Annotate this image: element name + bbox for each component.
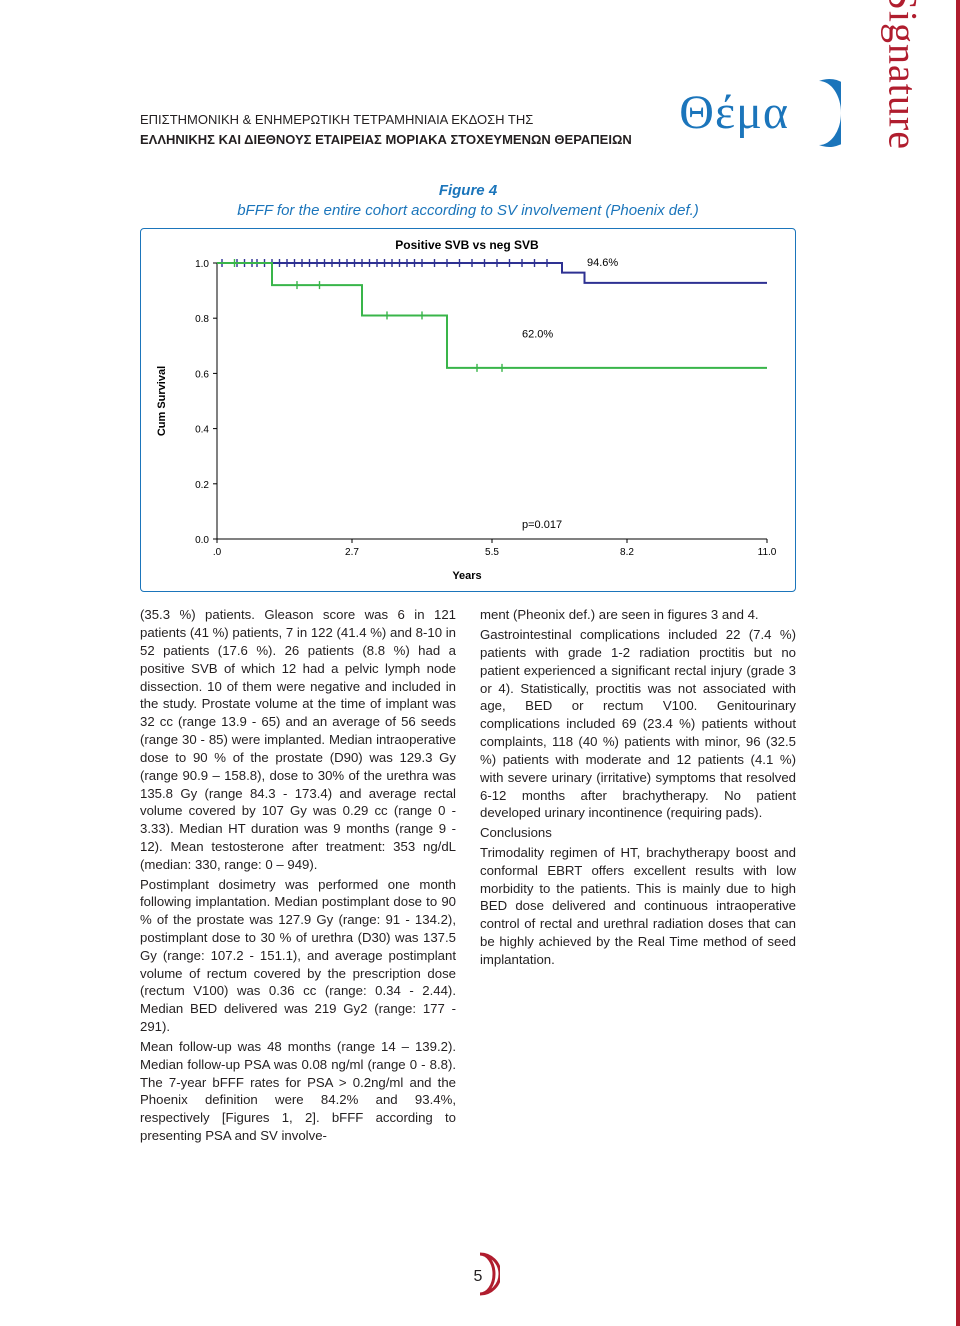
- svg-text:0.4: 0.4: [195, 424, 209, 435]
- svg-text:2.7: 2.7: [345, 547, 359, 558]
- page-number-text: 5: [474, 1268, 483, 1285]
- content-area: ΕΠΙΣΤΗΜΟΝΙΚΗ & ΕΝΗΜΕΡΩΤΙΚΗ ΤΕΤΡΑΜΗΝΙΑΙΑ …: [0, 0, 860, 1219]
- page: ΕΠΙΣΤΗΜΟΝΙΚΗ & ΕΝΗΜΕΡΩΤΙΚΗ ΤΕΤΡΑΜΗΝΙΑΙΑ …: [0, 0, 960, 1326]
- body-column-left: (35.3 %) patients. Gleason score was 6 i…: [140, 606, 456, 1146]
- figure-caption-title: Figure 4: [439, 182, 497, 199]
- crescent-icon: [793, 78, 841, 148]
- page-number: 5: [456, 1252, 500, 1296]
- body-columns: (35.3 %) patients. Gleason score was 6 i…: [140, 606, 796, 1146]
- svg-text:p=0.017: p=0.017: [522, 518, 562, 530]
- section-tag: Θέμα: [679, 78, 841, 148]
- body-column-right: ment (Pheonix def.) are seen in figures …: [480, 606, 796, 1146]
- figure-box: Positive SVB vs neg SVB 0.0 0.2 0.4 0.6 0.8 1.…: [140, 228, 796, 593]
- svg-text:11.0: 11.0: [758, 547, 777, 558]
- svg-text:Cum Survival: Cum Survival: [156, 365, 168, 435]
- side-brand-label: Molecular Signature: [876, 0, 930, 150]
- svg-text:62.0%: 62.0%: [522, 328, 553, 340]
- figure-caption: Figure 4 bFFF for the entire cohort acco…: [140, 181, 796, 222]
- svg-text:8.2: 8.2: [620, 547, 634, 558]
- svg-text:0.6: 0.6: [195, 369, 209, 380]
- svg-text:1.0: 1.0: [195, 259, 209, 270]
- section-tag-label: Θέμα: [679, 81, 789, 146]
- svg-text:0.8: 0.8: [195, 314, 209, 325]
- svg-text:0.0: 0.0: [195, 535, 209, 546]
- svg-text:.0: .0: [213, 547, 222, 558]
- figure-caption-sub: bFFF for the entire cohort according to …: [237, 202, 699, 219]
- svg-text:0.2: 0.2: [195, 479, 209, 490]
- svg-text:Years: Years: [452, 570, 481, 582]
- svg-text:Positive SVB vs neg SVB: Positive SVB vs neg SVB: [395, 238, 539, 252]
- survival-chart: Positive SVB vs neg SVB 0.0 0.2 0.4 0.6 0.8 1.…: [147, 235, 787, 585]
- svg-text:5.5: 5.5: [485, 547, 499, 558]
- svg-text:94.6%: 94.6%: [587, 256, 618, 268]
